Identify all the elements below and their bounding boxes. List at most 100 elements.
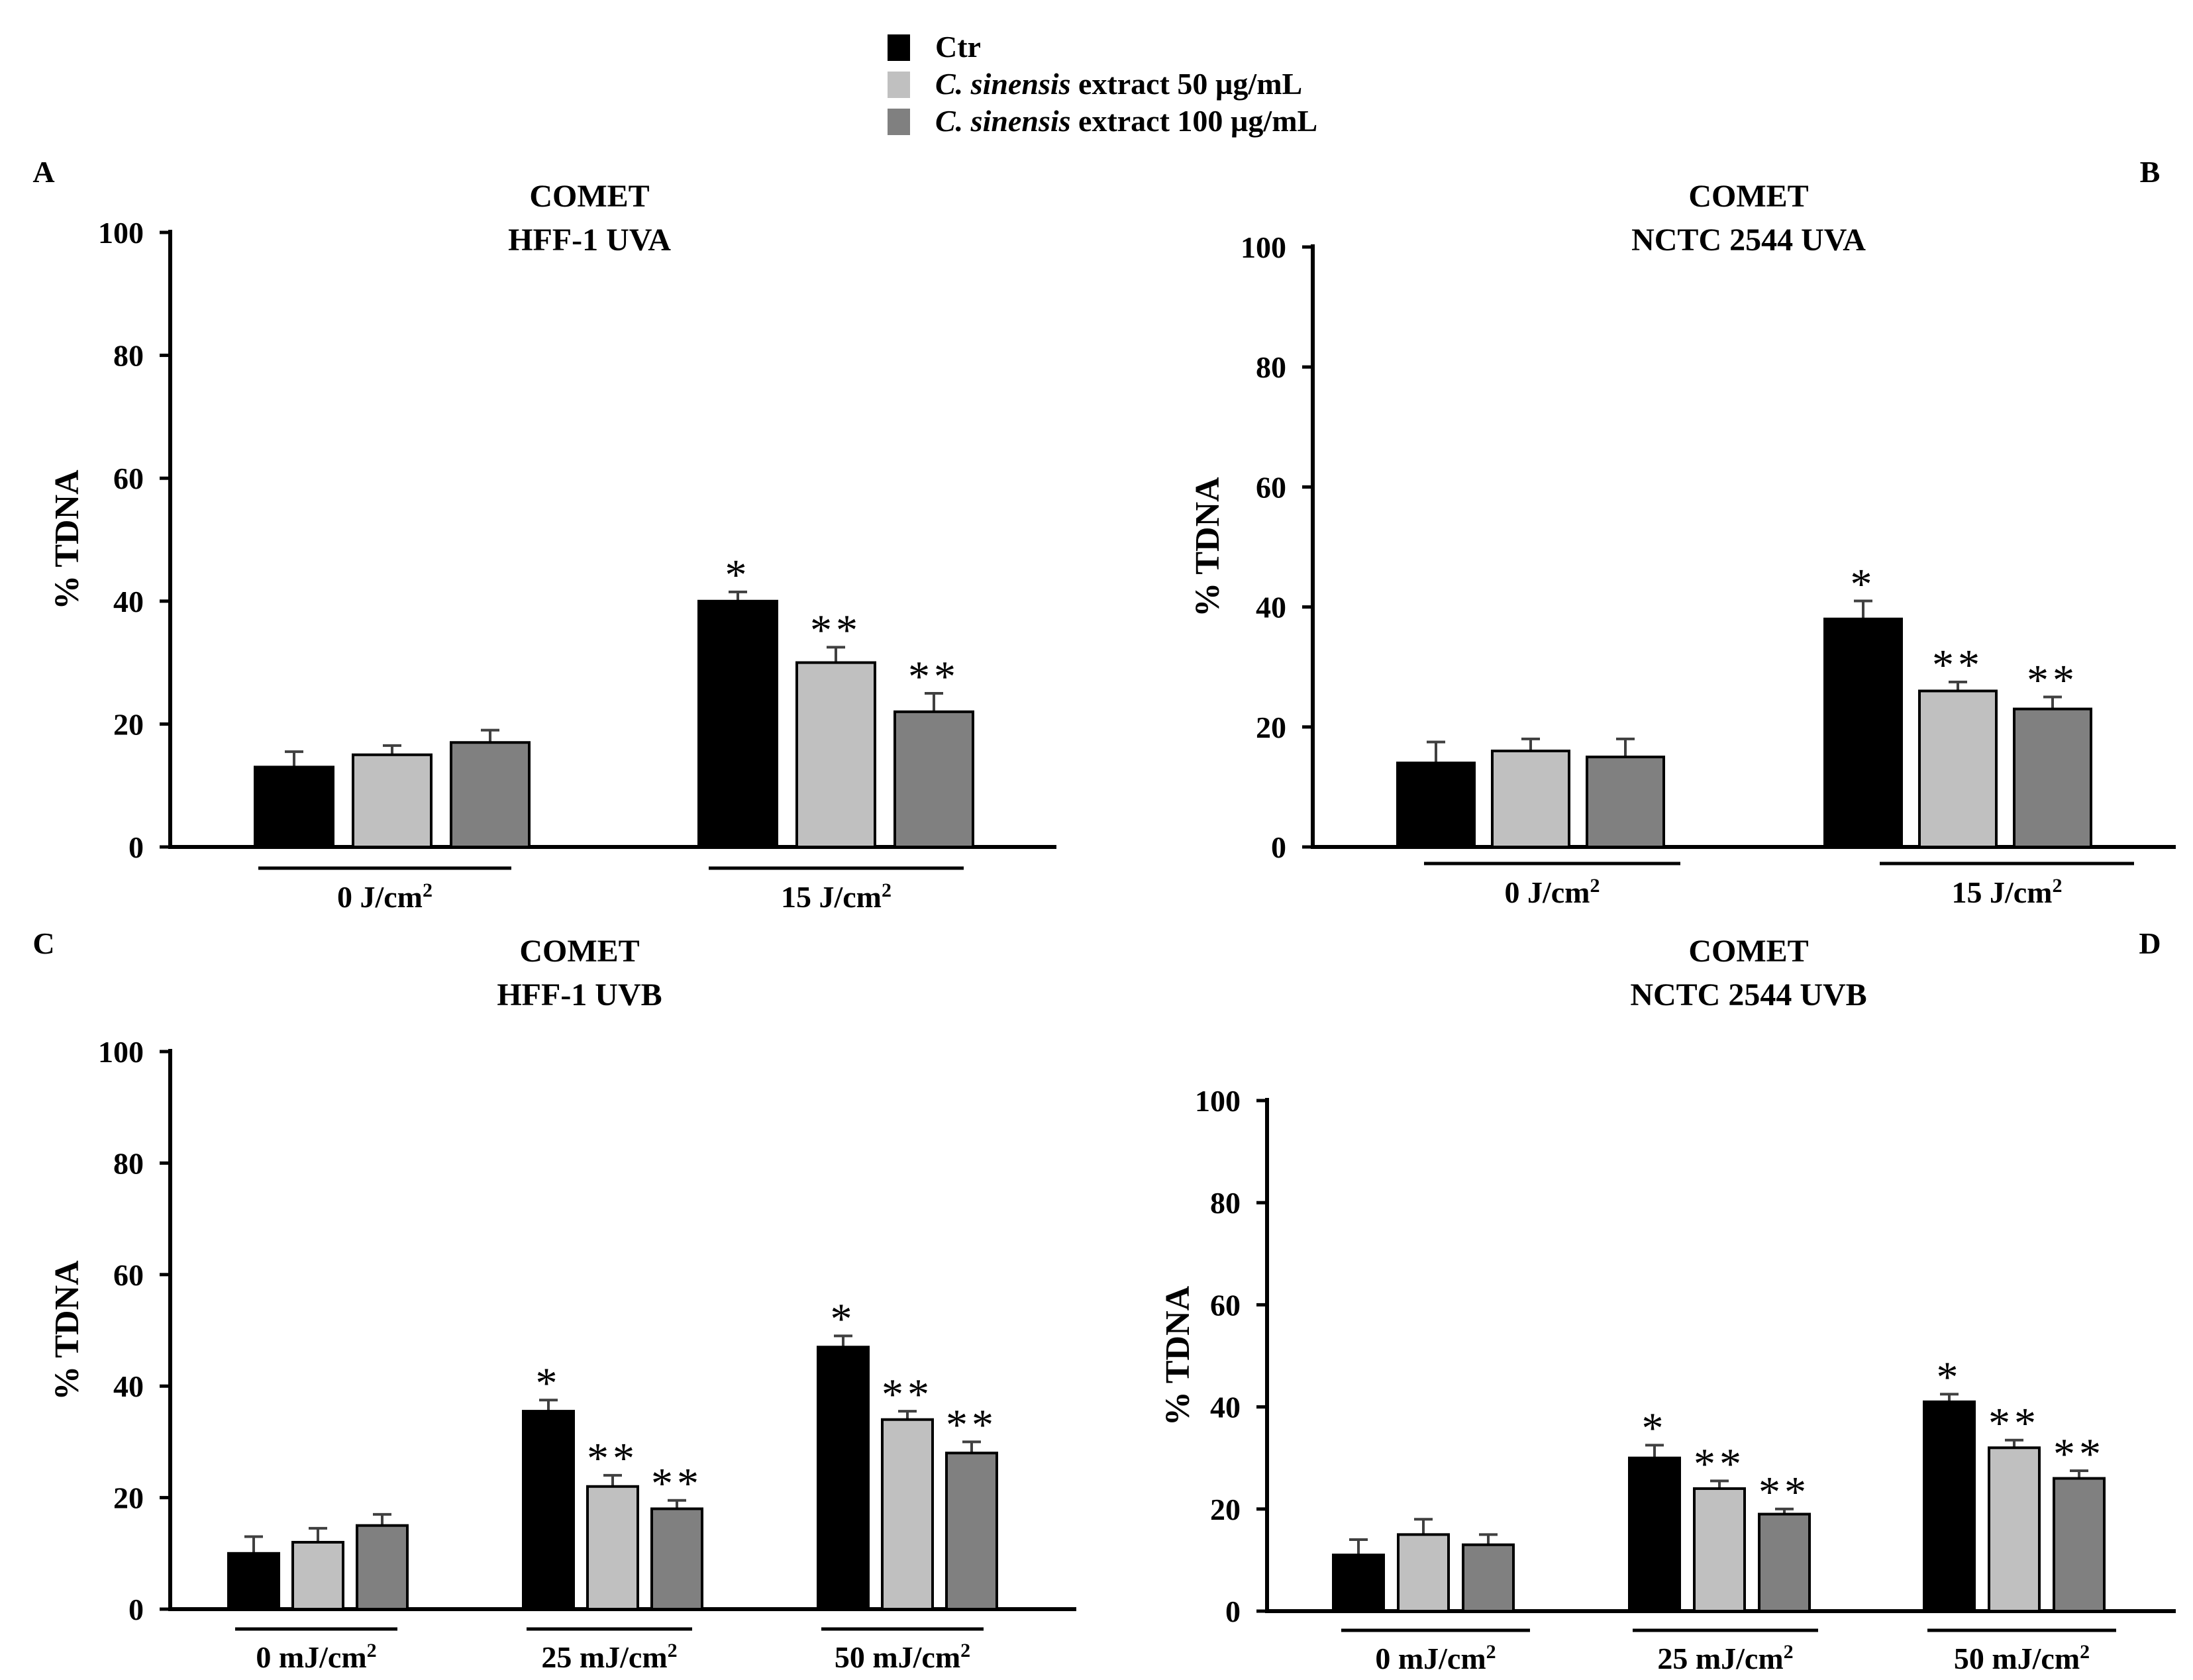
y-tick-label: 0 [1271, 830, 1286, 864]
y-tick-label: 60 [1210, 1288, 1241, 1322]
y-axis-label: % TDNA [1189, 477, 1227, 617]
panel-letter: C [32, 926, 54, 960]
y-tick-label: 40 [113, 1369, 144, 1403]
y-tick-label: 20 [1210, 1493, 1241, 1526]
y-axis-label: % TDNA [1159, 1285, 1197, 1426]
bar-series2-cat0 [450, 741, 531, 848]
significance-marker: ** [882, 1370, 933, 1418]
category-label: 0 mJ/cm2 [1375, 1641, 1496, 1676]
legend-label-text: extract 50 µg/mL [1071, 67, 1303, 101]
legend-swatch [888, 72, 910, 98]
legend-label-italic: C. sinensis [935, 67, 1071, 101]
y-tick-label: 40 [1210, 1391, 1241, 1424]
legend-item: Ctr [888, 30, 981, 64]
bar-series0-cat2 [817, 1346, 870, 1610]
category-label: 15 J/cm2 [781, 879, 892, 914]
y-axis-label: % TDNA [48, 1260, 86, 1401]
significance-marker: * [536, 1359, 562, 1408]
y-tick-label: 20 [113, 707, 144, 741]
bar-series1-cat2 [1988, 1446, 2041, 1613]
bar-series0-cat1 [1628, 1456, 1681, 1612]
y-tick-label: 20 [1256, 711, 1286, 744]
chart-title-line2: NCTC 2544 UVB [1630, 977, 1866, 1013]
panel-b: B COMET NCTC 2544 UVA % TDNA 0 20 40 60 80 100 0 J… [1189, 155, 2176, 909]
panel-d: D COMET NCTC 2544 UVB % TDNA 0 20 40 60 80 100 0 m… [1159, 926, 2176, 1675]
chart-title-line1: COMET [519, 934, 639, 969]
significance-marker: ** [1932, 641, 1984, 689]
y-tick-label: 80 [113, 339, 144, 373]
legend-label-text: Ctr [935, 30, 981, 64]
bar-series0-cat0 [254, 766, 334, 848]
bar-series0-cat1 [697, 599, 778, 848]
y-tick-label: 80 [1256, 350, 1286, 384]
y-tick-label: 100 [98, 216, 144, 250]
bar-series2-cat1 [1758, 1512, 1811, 1613]
bar-series1-cat0 [1491, 750, 1570, 849]
bar-series0-cat0 [227, 1552, 280, 1611]
legend-item: C. sinensis extract 50 µg/mL [888, 67, 1302, 101]
significance-marker: ** [1694, 1440, 1745, 1489]
y-tick-label: 0 [128, 830, 144, 864]
significance-marker: * [1937, 1354, 1963, 1402]
category-label: 25 mJ/cm2 [541, 1640, 677, 1675]
y-tick-label: 60 [113, 462, 144, 495]
category-label-text: 25 mJ/cm [1657, 1642, 1783, 1675]
y-tick-label: 0 [1225, 1595, 1241, 1628]
category-label-superscript: 2 [2053, 875, 2063, 897]
bar-series2-cat0 [1586, 756, 1665, 848]
category-label: 0 J/cm2 [337, 879, 433, 914]
bar-series0-cat0 [1332, 1554, 1385, 1612]
y-tick-label: 0 [128, 1593, 144, 1626]
category-label-superscript: 2 [1590, 875, 1600, 897]
category-label: 15 J/cm2 [1951, 875, 2062, 910]
bar-series2-cat2 [2053, 1477, 2106, 1613]
bar-series2-cat0 [356, 1524, 409, 1610]
category-label-superscript: 2 [367, 1640, 377, 1661]
significance-marker: * [1642, 1405, 1668, 1453]
bar-series1-cat2 [881, 1418, 934, 1610]
significance-marker: * [725, 551, 751, 599]
category-label-superscript: 2 [1486, 1641, 1496, 1663]
legend-swatch [888, 34, 910, 61]
y-tick-label: 60 [1256, 470, 1286, 504]
legend-item: C. sinensis extract 100 µg/mL [888, 104, 1317, 138]
significance-marker: ** [651, 1459, 703, 1508]
y-axis-label: % TDNA [48, 469, 86, 610]
significance-marker: * [1851, 560, 1876, 609]
category-label-text: 15 J/cm [1951, 875, 2052, 909]
category-label-text: 0 mJ/cm [256, 1640, 366, 1674]
bar-series1-cat0 [352, 753, 433, 849]
bar-series2-cat1 [2013, 707, 2092, 848]
bar-series1-cat1 [1918, 689, 1998, 848]
chart-title-line1: COMET [1688, 934, 1808, 969]
chart-title-line2: HFF-1 UVB [497, 977, 662, 1013]
category-label-text: 50 mJ/cm [1954, 1642, 2080, 1675]
bar-series1-cat0 [291, 1540, 344, 1610]
y-tick-label: 40 [113, 585, 144, 618]
chart-title-line1: COMET [1688, 179, 1808, 214]
category-label-superscript: 2 [960, 1640, 970, 1661]
category-label-text: 15 J/cm [781, 880, 882, 914]
y-tick-label: 100 [98, 1035, 144, 1069]
significance-marker: ** [810, 607, 862, 655]
significance-marker: ** [1988, 1399, 2040, 1448]
y-tick-label: 60 [113, 1258, 144, 1292]
chart-title-line2: HFF-1 UVA [508, 222, 671, 258]
category-label-superscript: 2 [882, 879, 892, 901]
category-label-text: 0 J/cm [337, 880, 423, 914]
bar-series0-cat2 [1923, 1400, 1976, 1612]
bar-series2-cat0 [1462, 1543, 1515, 1613]
y-tick-label: 20 [113, 1481, 144, 1515]
bar-series1-cat0 [1397, 1533, 1450, 1613]
bar-series0-cat0 [1396, 762, 1476, 849]
category-label-superscript: 2 [2080, 1641, 2090, 1663]
panel-letter: D [2139, 926, 2161, 960]
legend-label: C. sinensis extract 50 µg/mL [935, 67, 1302, 101]
category-label-superscript: 2 [423, 879, 433, 901]
legend-label-text: extract 100 µg/mL [1071, 104, 1318, 138]
panel-letter: B [2140, 155, 2161, 189]
